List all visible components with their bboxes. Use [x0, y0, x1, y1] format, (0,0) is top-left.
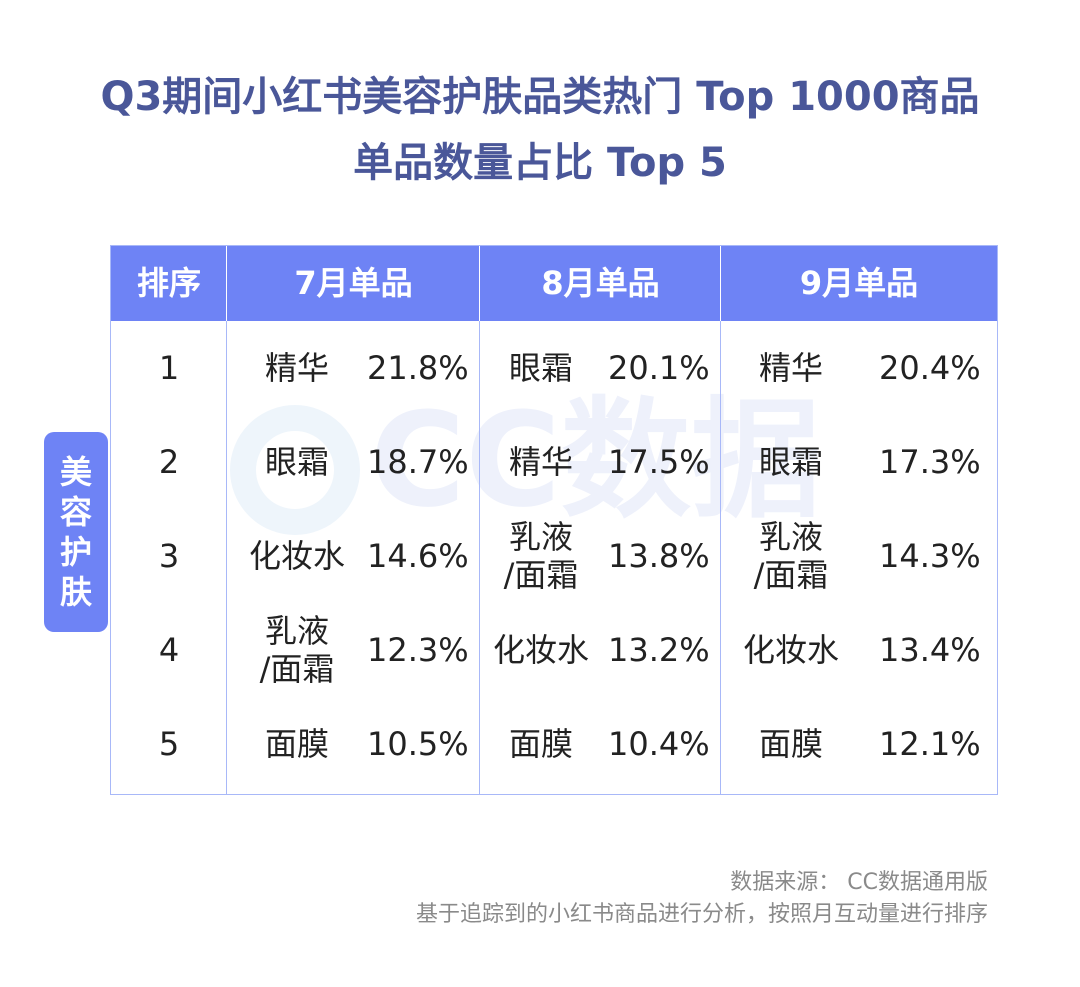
methodology-note: 基于追踪到的小红书商品进行分析，按照月互动量进行排序 — [415, 902, 988, 927]
header-divider — [479, 246, 480, 321]
august-item-cell: 化妆水 — [492, 631, 589, 669]
rank-cell: 5 — [158, 725, 180, 763]
september-item-cell: 化妆水 — [742, 631, 839, 669]
september-pct-cell: 20.4% — [879, 349, 981, 387]
august-pct-cell: 20.1% — [608, 349, 710, 387]
july-pct-cell: 10.5% — [367, 725, 469, 763]
september-pct-cell: 13.4% — [879, 631, 981, 669]
july-pct-cell: 18.7% — [367, 443, 469, 481]
table-header: 排序 7月单品 8月单品 9月单品 — [111, 246, 997, 321]
july-pct-cell: 21.8% — [367, 349, 469, 387]
header-september: 9月单品 — [799, 264, 919, 302]
header-august: 8月单品 — [541, 264, 660, 302]
rank-cell: 3 — [158, 537, 180, 575]
july-pct-cell: 14.6% — [367, 537, 469, 575]
july-item-cell: 面膜 — [264, 725, 329, 763]
data-source-note: 数据来源： CC数据通用版 — [730, 870, 988, 895]
header-divider — [720, 246, 721, 321]
august-item-cell: 乳液 /面霜 — [503, 518, 579, 594]
september-item-cell: 眼霜 — [758, 443, 823, 481]
side-tag-char: 容 — [59, 493, 92, 531]
september-item-cell: 乳液 /面霜 — [753, 518, 829, 594]
august-item-cell: 面膜 — [508, 725, 573, 763]
september-pct-cell: 17.3% — [879, 443, 981, 481]
side-tag-char: 护 — [59, 533, 92, 571]
september-item-cell: 精华 — [758, 349, 823, 387]
rank-cell: 4 — [158, 631, 180, 669]
august-pct-cell: 17.5% — [608, 443, 710, 481]
table-row: 1 精华 21.8% 眼霜 20.1% 精华 20.4% — [111, 321, 997, 415]
column-divider — [479, 246, 480, 794]
chart-title-line-2: 单品数量占比 Top 5 — [353, 140, 727, 186]
column-divider — [720, 246, 721, 794]
july-pct-cell: 12.3% — [367, 631, 469, 669]
header-rank: 排序 — [136, 264, 201, 302]
august-pct-cell: 13.8% — [608, 537, 710, 575]
chart-title-line-1: Q3期间小红书美容护肤品类热门 Top 1000商品 — [100, 74, 980, 120]
july-item-cell: 眼霜 — [264, 443, 329, 481]
july-item-cell: 化妆水 — [248, 537, 345, 575]
august-pct-cell: 10.4% — [608, 725, 710, 763]
column-divider — [226, 246, 227, 794]
side-tag-char: 肤 — [59, 573, 92, 611]
august-item-cell: 眼霜 — [508, 349, 573, 387]
table-row: 3 化妆水 14.6% 乳液 /面霜 13.8% 乳液 /面霜 14.3% — [111, 509, 997, 603]
july-item-cell: 精华 — [264, 349, 329, 387]
header-divider — [226, 246, 227, 321]
september-pct-cell: 14.3% — [879, 537, 981, 575]
september-item-cell: 面膜 — [758, 725, 823, 763]
side-tag-char: 美 — [59, 453, 92, 491]
august-item-cell: 精华 — [508, 443, 573, 481]
category-side-tag: 美 容 护 肤 — [44, 432, 108, 632]
header-july: 7月单品 — [294, 264, 413, 302]
july-item-cell: 乳液 /面霜 — [259, 612, 335, 688]
rank-cell: 1 — [158, 349, 180, 387]
table-row: 4 乳液 /面霜 12.3% 化妆水 13.2% 化妆水 13.4% — [111, 603, 997, 697]
september-pct-cell: 12.1% — [879, 725, 981, 763]
ranking-table: 排序 7月单品 8月单品 9月单品 1 精华 21.8% 眼霜 20.1% 精华 20.4%… — [110, 245, 998, 795]
august-pct-cell: 13.2% — [608, 631, 710, 669]
table-row: 2 眼霜 18.7% 精华 17.5% 眼霜 17.3% — [111, 415, 997, 509]
table-row: 5 面膜 10.5% 面膜 10.4% 面膜 12.1% — [111, 697, 997, 791]
rank-cell: 2 — [158, 443, 180, 481]
